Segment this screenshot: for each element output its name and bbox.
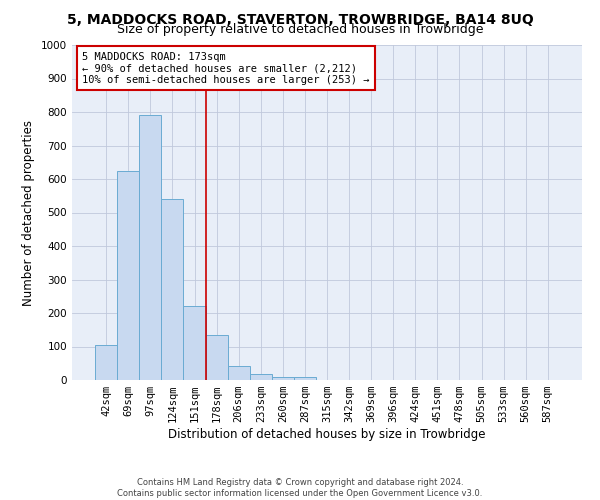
Text: Size of property relative to detached houses in Trowbridge: Size of property relative to detached ho… xyxy=(117,22,483,36)
X-axis label: Distribution of detached houses by size in Trowbridge: Distribution of detached houses by size … xyxy=(168,428,486,441)
Bar xyxy=(184,306,206,380)
Bar xyxy=(227,366,250,380)
Bar xyxy=(139,116,161,380)
Bar xyxy=(161,199,184,380)
Bar xyxy=(250,374,272,380)
Text: Contains HM Land Registry data © Crown copyright and database right 2024.
Contai: Contains HM Land Registry data © Crown c… xyxy=(118,478,482,498)
Bar xyxy=(272,376,294,380)
Text: 5 MADDOCKS ROAD: 173sqm
← 90% of detached houses are smaller (2,212)
10% of semi: 5 MADDOCKS ROAD: 173sqm ← 90% of detache… xyxy=(82,52,370,85)
Bar xyxy=(206,336,227,380)
Bar xyxy=(294,376,316,380)
Text: 5, MADDOCKS ROAD, STAVERTON, TROWBRIDGE, BA14 8UQ: 5, MADDOCKS ROAD, STAVERTON, TROWBRIDGE,… xyxy=(67,12,533,26)
Bar xyxy=(117,170,139,380)
Bar xyxy=(95,346,117,380)
Y-axis label: Number of detached properties: Number of detached properties xyxy=(22,120,35,306)
